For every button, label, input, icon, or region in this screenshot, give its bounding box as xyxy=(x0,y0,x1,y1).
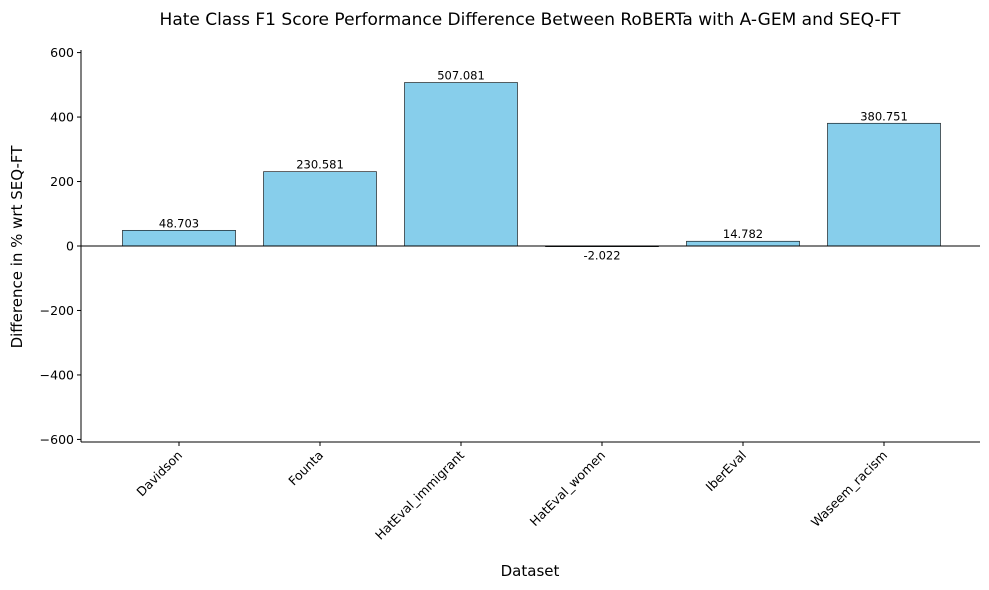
bar xyxy=(122,229,236,247)
x-tick-label: Waseem_racism xyxy=(808,448,890,530)
bar-value-label: 14.782 xyxy=(723,227,763,241)
chart-title: Hate Class F1 Score Performance Differen… xyxy=(160,10,902,30)
bar-value-label: 48.703 xyxy=(159,216,199,230)
y-tick-label: −200 xyxy=(40,303,74,318)
x-axis-label: Dataset xyxy=(501,562,560,580)
y-tick-label: 0 xyxy=(66,239,74,254)
bar xyxy=(263,171,377,247)
bar xyxy=(686,240,800,247)
bar-value-label: 507.081 xyxy=(437,69,485,83)
bar-value-label: -2.022 xyxy=(583,249,620,263)
x-tick-label: Founta xyxy=(285,448,326,489)
y-tick-label: −600 xyxy=(40,432,74,447)
y-tick-label: 200 xyxy=(50,174,74,189)
bar xyxy=(827,122,941,247)
plot-area: −600 −400 −200 0 200 400 600 48.703 230.581 507.0… xyxy=(40,45,980,543)
bar-value-label: 230.581 xyxy=(296,158,344,172)
x-tick-label: IberEval xyxy=(703,448,750,495)
y-tick-label: 600 xyxy=(50,45,74,60)
x-tick-label: Davidson xyxy=(133,448,185,500)
y-axis-label: Difference in % wrt SEQ-FT xyxy=(8,145,26,349)
bar-value-label: 380.751 xyxy=(860,109,908,123)
y-tick-label: 400 xyxy=(50,110,74,125)
x-tick-label: HatEval_women xyxy=(527,448,609,530)
y-tick-label: −400 xyxy=(40,367,74,382)
bar xyxy=(404,82,518,247)
x-tick-label: HatEval_immigrant xyxy=(372,447,467,542)
